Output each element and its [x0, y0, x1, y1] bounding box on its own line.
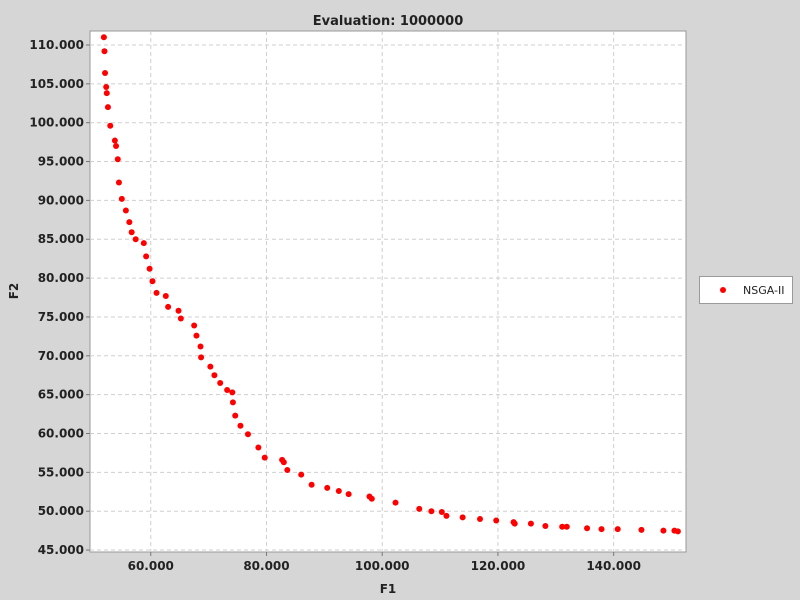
y-tick-label: 100.000 — [29, 116, 84, 130]
y-tick-label: 60.000 — [38, 427, 84, 441]
legend-marker-icon — [720, 287, 726, 293]
data-point — [542, 522, 549, 529]
grid — [86, 31, 686, 556]
data-point — [527, 520, 534, 527]
data-point — [428, 508, 435, 515]
data-point — [308, 481, 315, 488]
y-tick-label: 105.000 — [29, 77, 84, 91]
data-point — [153, 289, 160, 296]
data-point — [660, 527, 667, 534]
data-point — [146, 265, 153, 272]
data-point — [674, 528, 681, 535]
data-point — [284, 467, 291, 474]
data-point — [459, 514, 466, 521]
x-tick-label: 60.000 — [128, 559, 174, 573]
y-axis-label: F2 — [7, 283, 21, 300]
data-point — [232, 412, 239, 419]
data-point — [197, 343, 204, 350]
y-tick-label: 65.000 — [38, 388, 84, 402]
data-point — [368, 495, 375, 502]
data-point — [126, 219, 133, 226]
data-point — [298, 471, 305, 478]
data-point — [443, 512, 450, 519]
data-point — [132, 236, 139, 243]
y-tick-label: 95.000 — [38, 155, 84, 169]
y-tick-label: 50.000 — [38, 504, 84, 518]
data-point — [140, 240, 147, 247]
data-point — [584, 525, 591, 532]
data-point — [559, 523, 566, 530]
legend-label: NSGA-II — [743, 283, 785, 297]
data-point — [345, 491, 352, 498]
data-point — [217, 379, 224, 386]
data-point — [211, 372, 218, 379]
y-tick-label: 45.000 — [38, 543, 84, 557]
data-point — [229, 389, 236, 396]
plot-area — [89, 30, 687, 553]
chart-title: Evaluation: 1000000 — [313, 14, 464, 29]
data-point — [324, 484, 331, 491]
y-tick-label: 85.000 — [38, 232, 84, 246]
x-tick-label: 120.000 — [471, 559, 526, 573]
data-point — [614, 526, 621, 533]
data-point — [416, 505, 423, 512]
data-point — [100, 34, 107, 41]
x-tick-label: 100.000 — [355, 559, 410, 573]
data-point — [392, 499, 399, 506]
data-point — [191, 322, 198, 329]
data-point — [175, 307, 182, 314]
data-point — [280, 459, 287, 466]
data-point — [115, 179, 122, 186]
data-point — [493, 517, 500, 524]
data-point — [198, 354, 205, 361]
data-point — [237, 422, 244, 429]
data-point — [598, 526, 605, 533]
data-point — [128, 229, 135, 236]
data-point — [244, 431, 251, 438]
data-point — [102, 69, 109, 76]
data-point — [638, 526, 645, 533]
data-point — [177, 315, 184, 322]
data-point — [101, 48, 108, 55]
x-tick-label: 80.000 — [243, 559, 289, 573]
data-point — [255, 444, 262, 451]
data-point — [261, 454, 268, 461]
y-tick-label: 55.000 — [38, 465, 84, 479]
data-point — [477, 515, 484, 522]
data-point — [118, 195, 125, 202]
data-point — [438, 508, 445, 515]
data-points — [100, 34, 681, 535]
data-point — [335, 488, 342, 495]
data-point — [103, 83, 110, 90]
data-point — [511, 520, 518, 527]
y-tick-label: 90.000 — [38, 193, 84, 207]
y-tick-label: 80.000 — [38, 271, 84, 285]
data-point — [229, 399, 236, 406]
data-point — [113, 143, 120, 150]
data-point — [143, 253, 150, 260]
data-point — [193, 332, 200, 339]
data-point — [111, 137, 118, 144]
y-tick-label: 70.000 — [38, 349, 84, 363]
data-point — [107, 122, 114, 129]
y-tick-label: 75.000 — [38, 310, 84, 324]
legend: NSGA-II — [699, 276, 793, 304]
tick-labels: 60.000 80.000 100.000 120.000 140.000 45.000 5… — [29, 38, 641, 573]
data-point — [224, 386, 231, 393]
data-point — [207, 363, 214, 370]
data-point — [114, 156, 121, 163]
data-point — [162, 292, 169, 299]
x-tick-label: 140.000 — [586, 559, 641, 573]
y-tick-label: 110.000 — [29, 38, 84, 52]
data-point — [104, 104, 111, 111]
data-point — [563, 523, 570, 530]
data-point — [165, 303, 172, 310]
data-point — [122, 207, 129, 214]
data-point — [149, 278, 156, 285]
x-axis-label: F1 — [380, 582, 397, 596]
data-point — [103, 90, 110, 97]
